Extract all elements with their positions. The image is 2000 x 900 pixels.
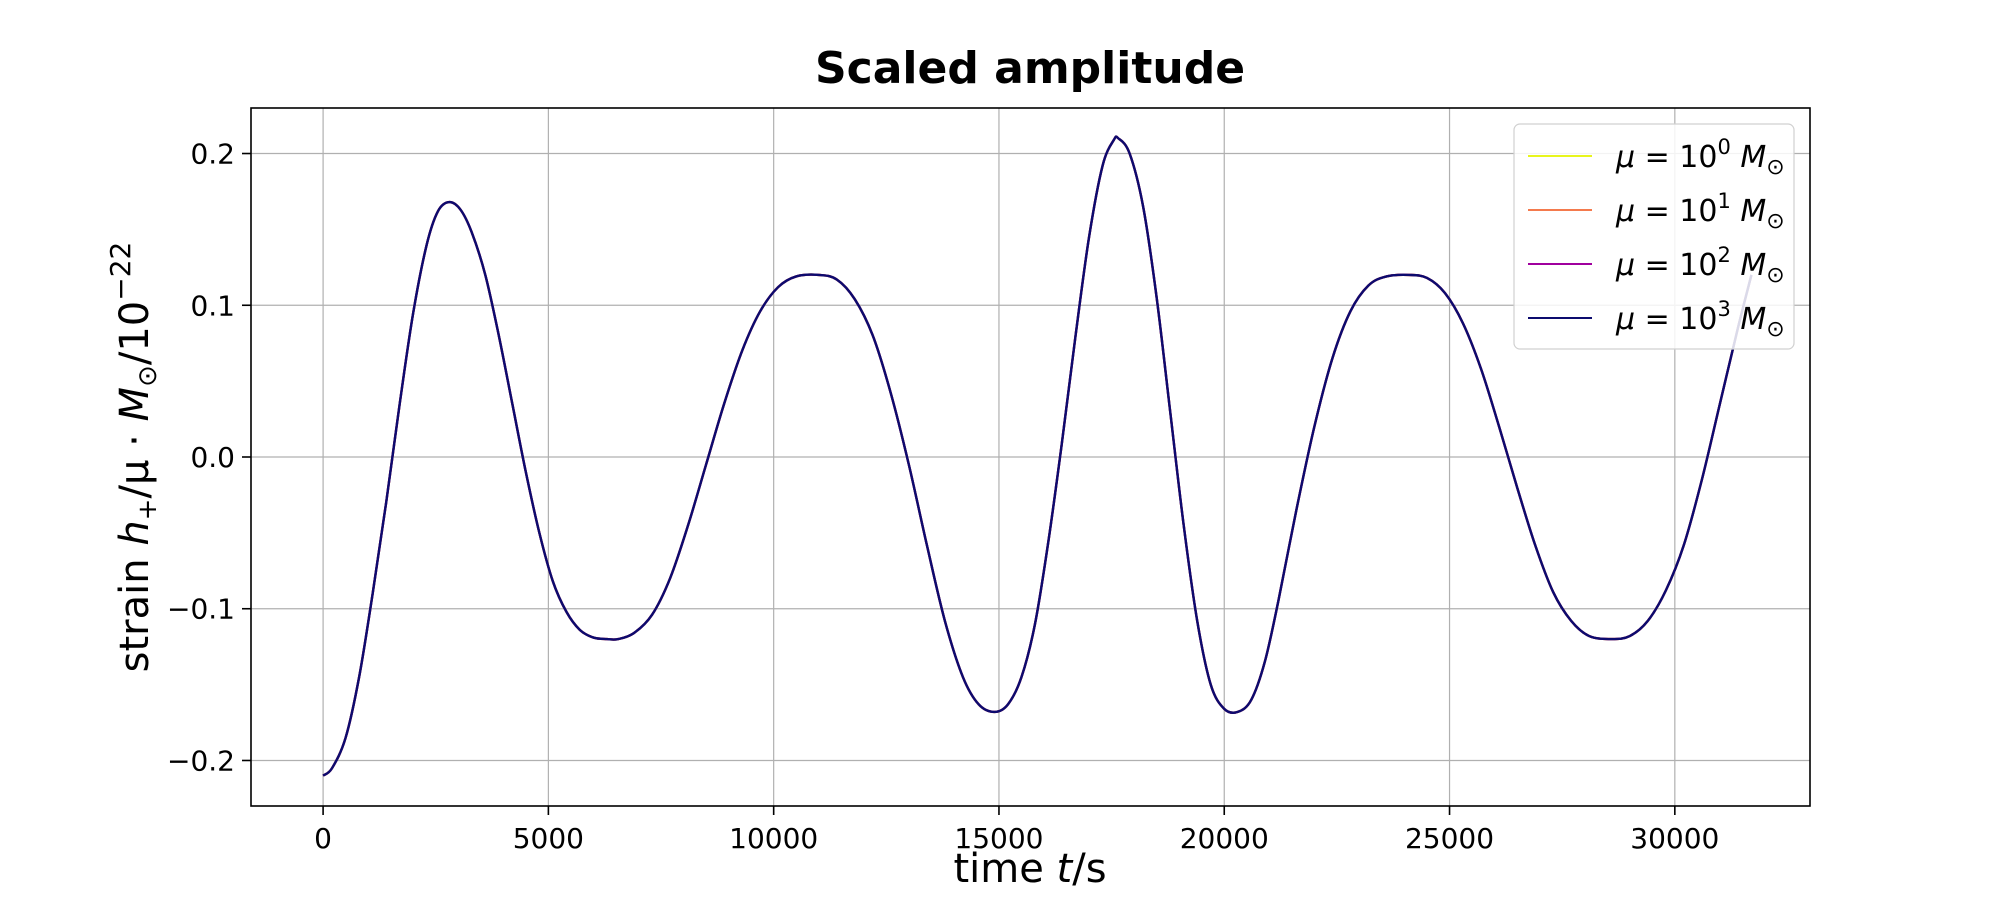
y-tick-label: −0.1 — [167, 593, 235, 626]
chart-title: Scaled amplitude — [815, 43, 1245, 94]
ticks: 0 5000 10000 15000 20000 25000 30000 −0.2 −0.1 0.… — [167, 138, 1719, 855]
x-tick-label: 5000 — [513, 822, 584, 855]
y-tick-label: −0.2 — [167, 744, 235, 777]
grid — [251, 108, 1810, 806]
series-line-3 — [322, 135, 1753, 777]
x-tick-label: 20000 — [1180, 822, 1269, 855]
y-tick-label: 0.0 — [190, 441, 235, 474]
x-tick-label: 30000 — [1630, 822, 1719, 855]
legend-label-0: μ = 100 M⊙ — [1615, 135, 1785, 180]
x-tick-label: 15000 — [954, 822, 1043, 855]
y-axis-label: strain h+/μ · M⊙/10−22 — [104, 242, 163, 673]
legend-box — [1513, 123, 1795, 350]
legend-label-3: μ = 103 M⊙ — [1615, 297, 1785, 342]
x-tick-label: 10000 — [729, 822, 818, 855]
series-lines — [322, 135, 1753, 777]
y-tick-label: 0.2 — [190, 138, 235, 171]
x-tick-label: 25000 — [1405, 822, 1494, 855]
y-tick-label: 0.1 — [190, 289, 235, 322]
legend: μ = 100 M⊙ μ = 101 M⊙ μ = 102 M⊙ μ = 103 M⊙ — [1513, 123, 1795, 350]
x-tick-label: 0 — [314, 822, 332, 855]
legend-label-2: μ = 102 M⊙ — [1615, 243, 1785, 288]
legend-label-1: μ = 101 M⊙ — [1615, 189, 1785, 234]
x-axis-label: time t/s — [953, 846, 1106, 892]
